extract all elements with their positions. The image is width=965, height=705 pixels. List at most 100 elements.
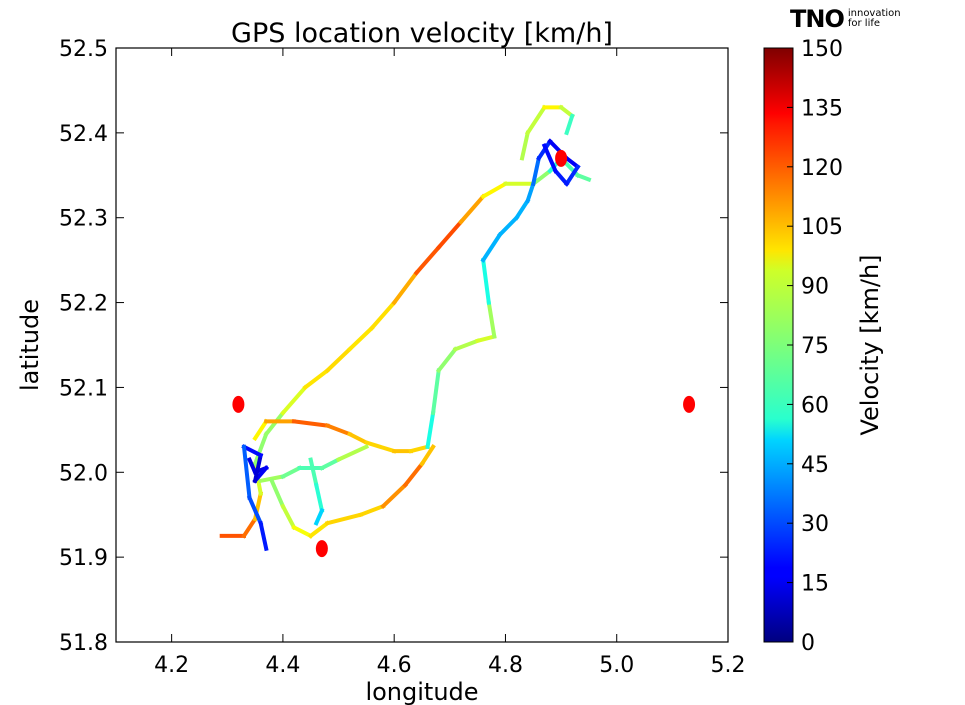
track-segment — [369, 299, 398, 331]
x-tick-label: 4.8 — [488, 653, 523, 678]
location-marker — [232, 395, 245, 413]
marker-layer — [232, 149, 696, 558]
track-segment — [241, 444, 264, 458]
x-tick-label: 5.0 — [599, 653, 634, 678]
colorbar-label: Velocity [km/h] — [856, 254, 884, 435]
colorbar-tick-label: 15 — [801, 572, 829, 597]
track-segment — [280, 503, 297, 531]
track-3 — [269, 444, 436, 539]
track-segment — [263, 410, 286, 437]
track-segment — [525, 181, 536, 204]
plot-area — [115, 47, 729, 643]
track-8 — [519, 104, 576, 161]
logo-tagline-2: for life — [847, 18, 881, 29]
y-tick-label: 52.2 — [59, 292, 108, 317]
track-segment — [513, 197, 531, 221]
chart-title: GPS location velocity [km/h] — [231, 18, 613, 49]
track-segment — [558, 104, 576, 119]
track-segment — [402, 460, 425, 488]
track-segment — [302, 367, 331, 391]
track-segment — [346, 325, 375, 353]
x-axis-label: longitude — [365, 678, 478, 705]
track-segment — [519, 130, 531, 161]
track-segment — [246, 495, 264, 526]
track-segment — [563, 164, 581, 187]
track-segment — [458, 193, 487, 225]
track-segment — [530, 155, 542, 187]
colorbar: 0 15 30 45 60 75 90 105 120 135 150 Velocity [km/h… — [763, 37, 884, 656]
x-tick-label: 4.6 — [377, 653, 412, 678]
track-segment — [308, 457, 319, 488]
track-segment — [452, 338, 481, 352]
track-segment — [413, 244, 442, 276]
track-6 — [425, 181, 536, 450]
track-layer — [219, 104, 592, 552]
track-segment — [380, 482, 409, 510]
colorbar-tick-label: 150 — [801, 37, 843, 62]
track-segment — [486, 300, 497, 339]
track-segment — [575, 172, 592, 183]
location-marker — [315, 540, 328, 558]
track-segment — [241, 516, 258, 539]
colorbar-tick-label: 120 — [801, 156, 843, 181]
track-segment — [258, 520, 269, 552]
track-segment — [335, 444, 370, 463]
track-segment — [435, 219, 464, 251]
track-segment — [497, 214, 520, 238]
track-segment — [564, 113, 575, 136]
track-segment — [419, 444, 436, 467]
track-segment — [241, 444, 252, 500]
x-axis: 4.2 4.4 4.6 4.8 5.0 5.2 — [154, 48, 746, 678]
track-segment — [313, 507, 325, 526]
track-segment — [324, 512, 364, 526]
track-segment — [524, 104, 548, 136]
tno-logo: TNO innovation for life — [790, 4, 901, 34]
y-tick-label: 51.8 — [59, 631, 108, 656]
colorbar-tick-label: 75 — [801, 334, 829, 359]
track-segment — [475, 334, 497, 344]
track-7 — [530, 138, 581, 187]
track-segment — [291, 524, 314, 539]
track-segment — [541, 142, 559, 174]
track-0 — [219, 155, 592, 539]
colorbar-tick-label: 30 — [801, 512, 829, 537]
track-segment — [324, 346, 353, 374]
track-segment — [280, 465, 303, 480]
track-segment — [291, 419, 330, 428]
colorbar-tick-label: 60 — [801, 393, 829, 418]
track-segment — [313, 482, 325, 513]
track-segment — [347, 431, 370, 446]
track-segment — [480, 257, 492, 305]
track-segment — [480, 231, 503, 263]
y-tick-label: 52.1 — [59, 376, 108, 401]
logo-tagline: innovation for life — [848, 9, 901, 29]
colorbar-tick-label: 135 — [801, 96, 843, 121]
colorbar-tick-label: 105 — [801, 215, 843, 240]
track-5 — [241, 444, 270, 552]
track-segment — [408, 444, 431, 454]
x-tick-label: 5.2 — [711, 653, 746, 678]
track-segment — [358, 503, 386, 518]
y-tick-label: 52.5 — [59, 37, 108, 62]
plot-frame — [115, 47, 729, 643]
y-axis-label: latitude — [16, 299, 44, 391]
location-marker — [555, 149, 568, 167]
track-segment — [430, 368, 441, 416]
track-segment — [563, 155, 581, 170]
track-segment — [246, 456, 258, 475]
colorbar-tick-label: 0 — [801, 631, 815, 656]
track-segment — [307, 520, 331, 539]
track-segment — [252, 452, 264, 484]
colorbar-tick-label: 90 — [801, 275, 829, 300]
logo-tagline-1: innovation — [847, 8, 901, 19]
track-segment — [530, 168, 553, 187]
track-segment — [280, 384, 309, 416]
track-4 — [308, 457, 325, 526]
track-segment — [425, 410, 436, 450]
x-tick-label: 4.4 — [265, 653, 300, 678]
track-segment — [252, 431, 269, 467]
track-segment — [269, 478, 286, 509]
colorbar-tick-label: 45 — [801, 453, 829, 478]
y-tick-label: 51.9 — [59, 546, 108, 571]
